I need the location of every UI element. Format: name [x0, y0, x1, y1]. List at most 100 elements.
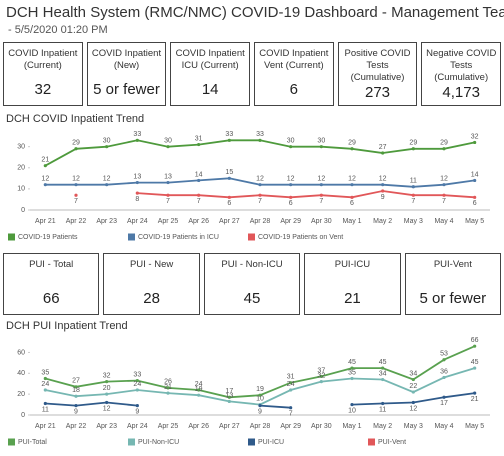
x-tick-label: Apr 23 [96, 423, 117, 430]
data-label: 12 [256, 176, 264, 183]
x-tick-label: Apr 23 [96, 218, 117, 225]
point [258, 183, 262, 187]
data-label: 27 [72, 378, 80, 385]
dashboard-title: DCH Health System (RMC/NMC) COVID-19 Das… [6, 4, 504, 21]
x-tick-label: May 3 [404, 423, 423, 430]
data-label: 13 [164, 173, 172, 180]
point [197, 193, 201, 197]
data-label: 11 [379, 406, 386, 413]
x-tick-label: Apr 21 [35, 218, 56, 225]
chart-title: DCH PUI Inpatient Trend [6, 320, 128, 332]
data-label: 8 [135, 196, 139, 203]
data-label: 21 [164, 384, 172, 391]
x-tick-label: Apr 28 [250, 218, 271, 225]
data-label: 12 [287, 176, 295, 183]
kpi-label: PUI-Vent [433, 259, 472, 270]
kpi-value: 21 [344, 290, 361, 307]
data-label: 34 [409, 370, 417, 377]
point [105, 145, 109, 149]
kpi-label: PUI - Total [29, 259, 74, 270]
point [289, 406, 293, 410]
point [135, 378, 139, 383]
kpi-card: PUI-ICU 21 [304, 253, 401, 315]
data-label: 37 [317, 367, 325, 374]
point [350, 183, 354, 187]
x-tick-label: Apr 24 [127, 218, 148, 225]
data-label: 32 [317, 372, 325, 379]
data-label: 12 [41, 176, 49, 183]
data-label: 45 [348, 359, 356, 366]
point [289, 195, 293, 199]
point [227, 195, 231, 199]
point [350, 195, 354, 199]
point [319, 374, 323, 379]
data-label: 12 [103, 176, 111, 183]
data-label: 6 [227, 200, 231, 207]
data-label: 12 [72, 176, 80, 183]
kpi-card: PUI - New 28 [103, 253, 200, 315]
point [319, 145, 323, 149]
kpi-value: 28 [143, 290, 160, 307]
kpi-card: COVID Inpatient (Current) 32 [3, 42, 83, 106]
y-tick-label: 60 [17, 349, 25, 356]
point [289, 381, 293, 385]
point [135, 404, 139, 408]
data-label: 34 [379, 370, 387, 377]
kpi-card: Positive COVID Tests (Cumulative) 273 [337, 42, 418, 106]
data-label: 9 [258, 408, 262, 415]
point [350, 366, 354, 370]
data-label: 7 [442, 198, 446, 205]
x-tick-label: Apr 30 [311, 218, 332, 225]
data-label: 24 [133, 381, 141, 388]
data-label: 14 [195, 171, 203, 178]
kpi-card: COVID Inpatient Vent (Current) 6 [254, 42, 334, 106]
x-tick-label: May 2 [373, 423, 392, 430]
data-label: 35 [41, 369, 49, 376]
data-label: 9 [135, 408, 139, 415]
line [137, 190, 475, 199]
x-tick-label: Apr 30 [311, 423, 332, 430]
point [166, 391, 170, 395]
data-label: 7 [166, 198, 170, 205]
kpi-card: PUI - Non-ICU 45 [203, 253, 301, 315]
point [227, 176, 231, 180]
point [381, 401, 385, 406]
point [74, 193, 78, 197]
x-tick-label: Apr 28 [250, 423, 271, 430]
point [411, 185, 415, 189]
x-tick-label: Apr 25 [158, 423, 179, 430]
point [442, 193, 446, 197]
data-label: 19 [256, 386, 264, 393]
legend-label: COVID-19 Patients on Vent [258, 234, 343, 241]
kpi-label: Negative COVID Tests (Cumulative) [426, 48, 497, 83]
kpi-value: 4,173 [442, 84, 480, 101]
legend-swatch [128, 438, 135, 446]
data-label: 32 [103, 372, 111, 379]
data-label: 36 [440, 368, 448, 375]
data-label: 32 [471, 133, 479, 140]
data-label: 7 [411, 198, 415, 205]
point [289, 145, 293, 149]
point [411, 390, 415, 394]
x-tick-label: Apr 24 [127, 423, 148, 430]
kpi-card: PUI-Vent 5 or fewer [404, 253, 502, 315]
y-tick-label: 20 [17, 165, 25, 172]
x-tick-label: May 4 [434, 423, 453, 430]
data-label: 20 [103, 385, 111, 392]
point [411, 400, 415, 405]
kpi-value: 14 [201, 81, 219, 98]
point [442, 147, 446, 151]
point [197, 178, 201, 183]
kpi-value: 273 [365, 84, 391, 101]
data-label: 30 [287, 138, 295, 145]
point [289, 388, 293, 392]
x-tick-label: May 5 [465, 423, 484, 430]
point [105, 183, 109, 187]
point [473, 391, 477, 395]
kpi-card: COVID Inpatient ICU (Current) 14 [170, 42, 251, 106]
y-tick-label: 30 [17, 144, 25, 151]
point [381, 377, 385, 382]
data-label: 45 [379, 359, 387, 366]
point [197, 142, 201, 147]
